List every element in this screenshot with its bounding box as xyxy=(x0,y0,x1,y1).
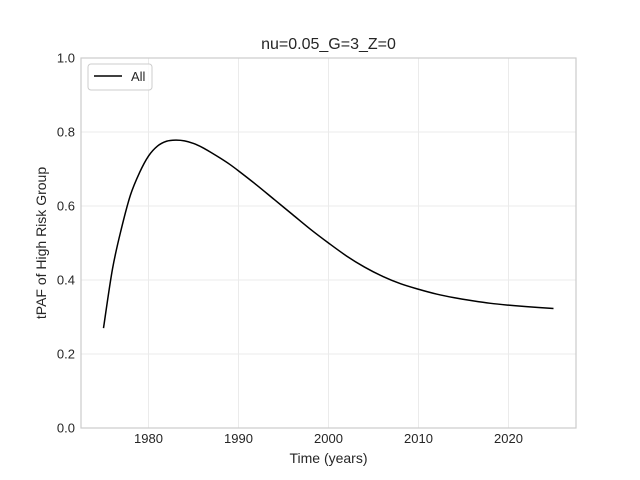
x-tick-label: 2020 xyxy=(494,431,523,446)
x-tick-label: 1990 xyxy=(224,431,253,446)
series-layer xyxy=(102,139,554,329)
y-axis-label: tPAF of High Risk Group xyxy=(33,167,49,319)
y-tick-label: 1.0 xyxy=(57,51,75,66)
series-line-all xyxy=(102,139,554,329)
chart-title: nu=0.05_G=3_Z=0 xyxy=(261,36,396,53)
y-tick-label: 0.0 xyxy=(57,421,75,436)
x-axis-label: Time (years) xyxy=(289,450,367,466)
x-tick-label: 2010 xyxy=(404,431,433,446)
y-tick-label: 0.6 xyxy=(57,199,75,214)
y-axis-ticks: 0.0 0.2 0.4 0.6 0.8 1.0 xyxy=(57,51,75,436)
legend-label-all: All xyxy=(131,69,146,84)
x-tick-label: 1980 xyxy=(134,431,163,446)
legend: All xyxy=(87,63,153,91)
legend-box xyxy=(87,63,153,91)
x-axis-ticks: 1980 1990 2000 2010 2020 xyxy=(134,431,523,446)
y-tick-label: 0.8 xyxy=(57,125,75,140)
y-tick-label: 0.4 xyxy=(57,273,75,288)
y-tick-label: 0.2 xyxy=(57,347,75,362)
x-tick-label: 2000 xyxy=(314,431,343,446)
plot-area-frame xyxy=(80,57,577,429)
